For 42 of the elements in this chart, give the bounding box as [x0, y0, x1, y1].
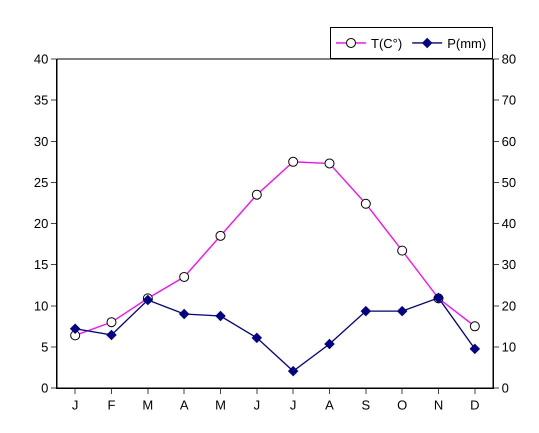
y2-tick-label: 0: [502, 380, 509, 396]
y-tick-label: 30: [34, 134, 48, 149]
x-tick-label: O: [397, 398, 408, 413]
point: [360, 306, 371, 316]
y-tick-label: 35: [34, 92, 48, 108]
y2-tick-label: 60: [502, 134, 516, 149]
x-tick-label: A: [180, 398, 189, 413]
x-tick-label: M: [142, 398, 154, 413]
y2-tick-label: 80: [502, 52, 516, 67]
y2-tick-label: 40: [502, 216, 516, 232]
x-tick-label: A: [325, 398, 334, 413]
y-tick-label: 15: [34, 257, 48, 272]
y2-tick-label: 10: [502, 339, 516, 354]
point: [70, 324, 80, 334]
point: [397, 306, 408, 316]
y-tick-label: 40: [34, 52, 48, 67]
point: [470, 344, 480, 354]
x-tick-label: J: [72, 398, 78, 413]
x-tick-label: F: [108, 398, 116, 413]
legend-label: T(C°): [371, 36, 402, 52]
point: [179, 308, 190, 320]
y-tick-label: 20: [34, 216, 48, 232]
y-tick-label: 0: [41, 380, 48, 396]
point: [252, 332, 262, 343]
y-tick-label: 5: [41, 339, 48, 354]
legend-label: P(mm): [447, 36, 486, 52]
point: [324, 338, 335, 350]
x-tick-label: S: [361, 398, 370, 413]
y2-tick-label: 30: [502, 257, 516, 272]
point: [215, 310, 226, 322]
x-tick-label: J: [254, 398, 260, 413]
x-tick-label: M: [215, 398, 226, 413]
y-tick-label: 25: [34, 174, 48, 190]
y-tick-label: 10: [34, 298, 48, 314]
x-tick-label: J: [290, 398, 296, 413]
point: [288, 366, 298, 376]
y2-tick-label: 70: [502, 92, 516, 108]
point: [106, 330, 117, 340]
x-tick-label: D: [470, 398, 480, 413]
x-tick-label: N: [434, 398, 444, 413]
y2-tick-label: 20: [502, 298, 516, 314]
y2-tick-label: 50: [502, 174, 516, 190]
